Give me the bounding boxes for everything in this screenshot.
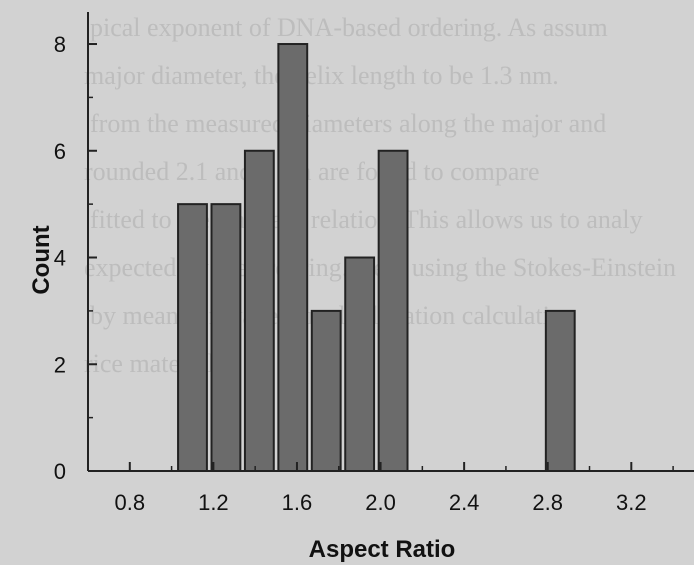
histogram-bar [210,203,242,473]
x-tick-label: 1.2 [198,490,229,515]
x-tick-label: 1.6 [282,490,313,515]
bars-layer [177,43,576,473]
histogram-bar [243,149,275,472]
histogram-bar [544,309,576,472]
x-tick-label: 2.0 [365,490,396,515]
axes-layer: 0 2 4 6 8 0.8 1.2 1.6 2.0 2.4 2.8 3.2 [54,12,694,515]
histogram-bar [310,309,342,472]
histogram-bar [177,203,208,473]
x-tick-label: 2.8 [532,490,563,515]
x-tick-label: 2.4 [449,490,480,515]
background-text-line: pical exponent of DNA-based ordering. As… [90,13,608,42]
x-tick-label: 0.8 [114,490,145,515]
histogram-bar [277,43,309,472]
histogram-bar [344,256,376,472]
x-tick-label: 3.2 [616,490,647,515]
background-text-line: from the measured diameters along the ma… [90,109,606,138]
x-axis-title: Aspect Ratio [309,536,456,563]
y-tick-label: 6 [54,139,66,164]
histogram-bar [377,149,409,472]
y-tick-label: 2 [54,352,66,377]
background-text-line: rounded 2.1 and 2 nm are found to compar… [84,157,540,186]
y-tick-label: 0 [54,459,66,484]
y-axis-title: Count [28,225,55,294]
y-tick-label: 4 [54,246,66,271]
y-tick-label: 8 [54,32,66,57]
background-text-line: major diameter, the helix length to be 1… [84,61,559,90]
